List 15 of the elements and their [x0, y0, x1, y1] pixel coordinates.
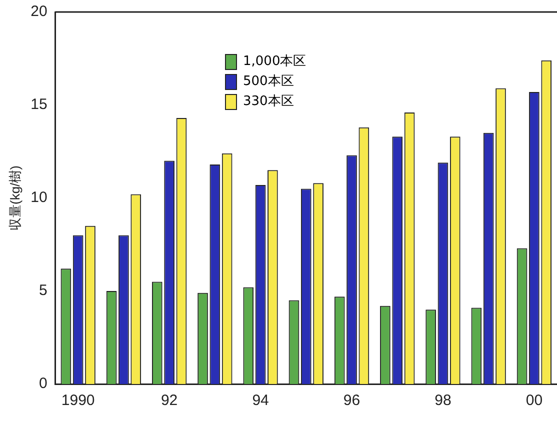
x-tick-label: 92: [160, 392, 178, 410]
y-tick-label: 0: [38, 375, 48, 392]
y-tick-label: 5: [38, 282, 48, 300]
y-tick-label: 15: [30, 96, 48, 114]
y-tick-label: 20: [30, 3, 48, 20]
y-axis-title: 収量(kg/樹): [7, 166, 22, 230]
y-tick-label: 10: [30, 189, 48, 206]
x-tick-label: 98: [434, 392, 452, 410]
x-tick-label: 00: [526, 392, 543, 410]
x-tick-label: 94: [252, 392, 269, 410]
x-tick-label: 1990: [61, 392, 95, 410]
x-tick-label: 96: [343, 392, 360, 410]
legend-label: 500本区: [243, 73, 294, 91]
legend-label: 330本区: [243, 93, 294, 111]
legend-label: 1,000本区: [243, 53, 306, 71]
